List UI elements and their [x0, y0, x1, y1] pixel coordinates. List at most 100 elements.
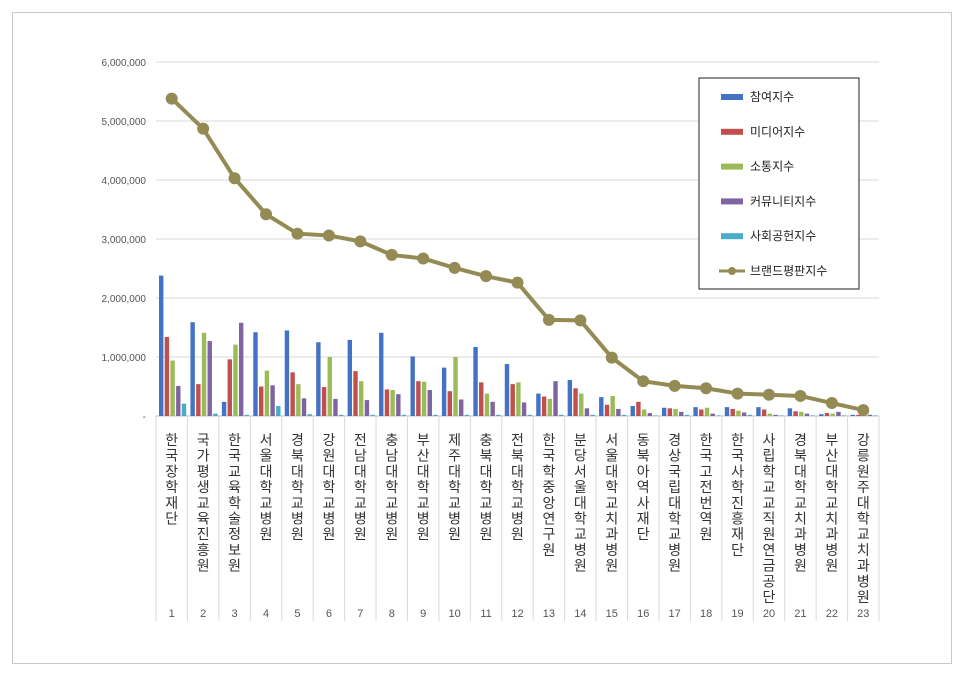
x-rank-label: 11	[480, 608, 491, 620]
bar	[338, 414, 344, 416]
x-rank-label: 14	[574, 608, 586, 620]
legend-swatch	[721, 163, 743, 170]
bar	[684, 414, 690, 416]
line-point	[197, 122, 210, 135]
bar	[527, 414, 532, 416]
line-point	[260, 208, 273, 221]
bar	[641, 409, 647, 416]
bar	[541, 396, 547, 416]
bar	[710, 413, 715, 416]
bar	[579, 393, 584, 416]
bar	[661, 407, 667, 416]
bar	[553, 381, 558, 416]
line-point	[480, 270, 493, 283]
line-point	[542, 313, 555, 326]
legend-label: 미디어지수	[750, 125, 805, 139]
legend-label: 사회공헌지수	[750, 229, 816, 243]
bar	[647, 413, 653, 416]
bar	[201, 332, 207, 416]
bar	[253, 332, 258, 416]
bar	[779, 415, 784, 416]
x-rank-label: 5	[294, 608, 300, 620]
bar	[359, 381, 364, 416]
bar	[370, 414, 375, 416]
bar	[353, 371, 358, 416]
bar	[636, 401, 641, 416]
bar	[630, 405, 635, 416]
bar	[536, 393, 541, 416]
line-point	[228, 172, 241, 185]
bar	[347, 339, 353, 416]
bar	[301, 398, 307, 416]
x-rank-label: 15	[606, 608, 618, 620]
bar	[159, 275, 164, 416]
bar	[221, 401, 227, 416]
bar	[433, 414, 438, 416]
x-rank-label: 18	[700, 608, 712, 620]
bar	[379, 332, 384, 416]
bar	[333, 398, 338, 416]
bar	[416, 381, 421, 416]
y-tick-label: -	[143, 412, 146, 423]
bar	[824, 413, 830, 416]
bar	[604, 404, 610, 416]
legend-line-marker	[728, 267, 736, 275]
legend-label: 브랜드평판지수	[750, 264, 827, 278]
bar	[653, 415, 658, 416]
bar	[773, 414, 778, 416]
bar	[716, 415, 721, 416]
bar	[410, 356, 415, 416]
bar	[867, 414, 873, 416]
line-point	[448, 261, 461, 274]
bar	[730, 408, 735, 416]
bar	[459, 399, 464, 416]
x-rank-label: 22	[826, 608, 838, 620]
bar	[547, 398, 553, 416]
brand-reputation-chart: - 1,000,000 2,000,000 3,000,000 4,000,000 5,0…	[102, 58, 880, 621]
bar	[856, 414, 861, 416]
bar	[441, 367, 447, 416]
bar	[510, 384, 515, 416]
line-point	[857, 404, 870, 417]
line-point	[825, 397, 838, 410]
bar	[747, 414, 753, 416]
bar	[873, 415, 878, 416]
x-rank-label: 8	[389, 608, 395, 620]
bar	[616, 408, 621, 416]
bar	[190, 322, 195, 416]
bar	[276, 405, 281, 416]
legend-swatch	[721, 128, 743, 135]
bar	[327, 357, 332, 416]
line-point	[291, 227, 304, 240]
bar	[830, 413, 835, 416]
bar	[227, 359, 232, 416]
x-rank-label: 16	[637, 608, 649, 620]
x-rank-label: 6	[326, 608, 332, 620]
bar	[290, 372, 295, 416]
line-point	[762, 388, 775, 401]
bar	[521, 402, 527, 416]
bar	[804, 413, 810, 416]
bar	[799, 411, 804, 416]
bar	[244, 414, 250, 416]
bar	[316, 342, 321, 416]
x-rank-label: 21	[794, 608, 806, 620]
bar	[741, 412, 747, 416]
bar	[401, 414, 407, 416]
bar	[196, 384, 201, 416]
line-point	[165, 92, 178, 105]
bar	[447, 391, 453, 416]
x-rank-label: 7	[357, 608, 363, 620]
bar	[590, 414, 595, 416]
bar	[679, 411, 684, 416]
bar	[259, 386, 264, 416]
